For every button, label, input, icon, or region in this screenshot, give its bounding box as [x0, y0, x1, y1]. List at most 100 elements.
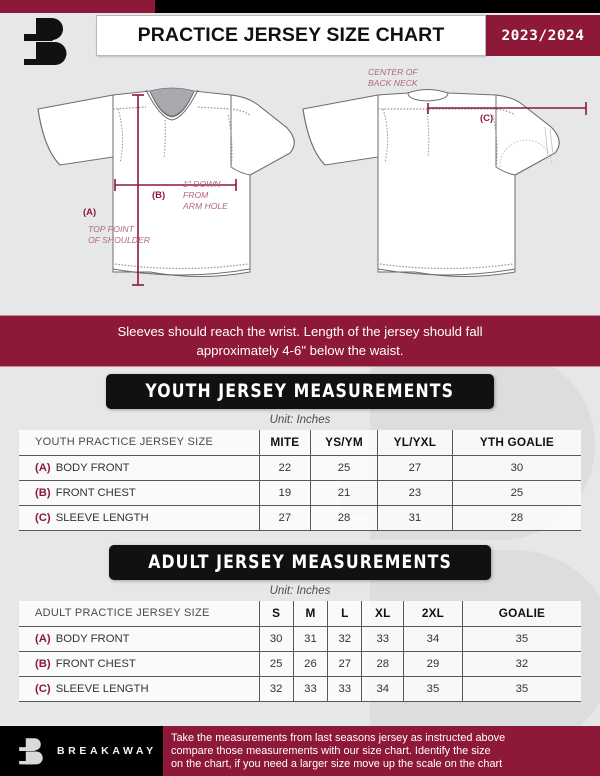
front-label-a-note-2: OF SHOULDER [88, 235, 150, 245]
adult-row-0-name: BODY FRONT [55, 632, 130, 645]
adult-row-2-label: (C) SLEEVE LENGTH [19, 675, 260, 702]
adult-cell-1-3: 28 [361, 650, 405, 676]
adult-cell-0-3: 33 [361, 625, 405, 651]
table-row: (B) FRONT CHEST 25 26 27 28 29 32 [19, 650, 581, 676]
youth-cell-2-1: 28 [310, 504, 378, 531]
adult-row-2-tag: (C) [35, 682, 51, 695]
youth-cell-0-0: 22 [259, 454, 312, 480]
youth-cell-2-3: 28 [452, 504, 581, 531]
back-measurement-lines [427, 102, 587, 115]
sleeve-note-line-1: Sleeves should reach the wrist. Length o… [117, 324, 483, 339]
adult-cell-2-3: 34 [361, 675, 405, 702]
adult-cell-2-1: 33 [293, 675, 329, 702]
adult-col-header-5: GOALIE [498, 606, 546, 621]
adult-cell-0-4: 34 [403, 625, 463, 651]
adult-cell-2-4: 35 [403, 675, 463, 702]
footer-instruction-line-3: on the chart, if you need a larger size … [171, 758, 503, 771]
adult-cell-1-0: 25 [259, 650, 294, 676]
adult-row-1-name: FRONT CHEST [55, 657, 136, 670]
adult-cell-2-0: 32 [259, 675, 294, 702]
adult-cell-1-4: 29 [403, 650, 463, 676]
front-label-b-note-1: 1" DOWN [183, 179, 221, 189]
youth-row-2-label: (C) SLEEVE LENGTH [19, 504, 260, 531]
adult-col-header-4: 2XL [403, 601, 463, 626]
youth-row-1-label: (B) FRONT CHEST [19, 479, 260, 505]
adult-cell-0-5: 35 [462, 625, 581, 651]
youth-table-header-row: YOUTH PRACTICE JERSEY SIZE MITE YS/YM YL… [19, 430, 581, 455]
table-row: (B) FRONT CHEST 19 21 23 25 [19, 479, 581, 505]
top-stripe-accent [0, 0, 155, 13]
youth-cell-1-2: 23 [377, 479, 453, 505]
table-row: (C) SLEEVE LENGTH 32 33 33 34 35 35 [19, 675, 581, 702]
youth-row-1-tag: (B) [35, 486, 51, 499]
table-row: (A) BODY FRONT 30 31 32 33 34 35 [19, 625, 581, 651]
adult-col-header-2: L [327, 601, 363, 626]
youth-row-header-label: YOUTH PRACTICE JERSEY SIZE [19, 430, 260, 455]
adult-row-header-label: ADULT PRACTICE JERSEY SIZE [19, 601, 260, 626]
youth-row-0-name: BODY FRONT [55, 461, 130, 474]
youth-col-header-0: MITE [259, 430, 312, 455]
adult-section-badge: ADULT JERSEY MEASUREMENTS [108, 545, 492, 580]
front-label-b-note-3: ARM HOLE [182, 201, 228, 211]
front-label-a-tag: (A) [83, 207, 96, 218]
back-neck-note-2: BACK NECK [368, 78, 419, 88]
youth-section-badge-label: YOUTH JERSEY MEASUREMENTS [145, 380, 455, 402]
table-row: (C) SLEEVE LENGTH 27 28 31 28 [19, 504, 581, 531]
adult-cell-0-2: 32 [327, 625, 363, 651]
adult-row-1-tag: (B) [35, 657, 51, 670]
adult-cell-0-1: 31 [293, 625, 329, 651]
front-label-b-note-2: FROM [183, 190, 209, 200]
footer-instructions: Take the measurements from last seasons … [163, 726, 600, 776]
adult-row-0-label: (A) BODY FRONT [19, 625, 260, 651]
header-title-box: PRACTICE JERSEY SIZE CHART [96, 15, 486, 56]
table-row: (A) BODY FRONT 22 25 27 30 [19, 454, 581, 480]
youth-section-badge: YOUTH JERSEY MEASUREMENTS [106, 374, 494, 409]
youth-row-0-label: (A) BODY FRONT [19, 454, 260, 480]
sleeve-note-line-2: approximately 4-6" below the waist. [196, 343, 404, 358]
youth-cell-0-1: 25 [310, 454, 378, 480]
youth-row-2-name: SLEEVE LENGTH [55, 511, 149, 524]
back-label-c-tag: (C) [480, 113, 493, 124]
adult-col-header-1: M [293, 601, 329, 626]
youth-col-header-1: YS/YM [310, 430, 378, 455]
footer-instruction-line-1: Take the measurements from last seasons … [171, 732, 506, 744]
youth-row-0-tag: (A) [35, 461, 51, 474]
breakaway-b-logo-icon [19, 738, 43, 765]
youth-cell-1-1: 21 [310, 479, 378, 505]
jersey-back-illustration [302, 89, 560, 277]
adult-row-2-name: SLEEVE LENGTH [55, 682, 149, 695]
adult-cell-1-5: 32 [462, 650, 581, 676]
adult-cell-2-2: 33 [327, 675, 363, 702]
youth-cell-1-3: 25 [452, 479, 581, 505]
back-neck-note-1: CENTER OF [368, 67, 418, 77]
youth-col-header-3: YTH GOALIE [479, 435, 554, 450]
adult-cell-1-1: 26 [293, 650, 329, 676]
page-footer: BREAKAWAY Take the measurements from las… [0, 726, 600, 776]
footer-brand-label: BREAKAWAY [57, 745, 157, 757]
page-header: PRACTICE JERSEY SIZE CHART 2023/2024 [0, 13, 600, 65]
adult-cell-2-5: 35 [462, 675, 581, 702]
adult-table-header-row: ADULT PRACTICE JERSEY SIZE S M L XL 2XL … [19, 601, 581, 626]
youth-size-table: YOUTH PRACTICE JERSEY SIZE MITE YS/YM YL… [19, 430, 581, 531]
jersey-front-illustration [37, 87, 295, 277]
front-label-b-tag: (B) [152, 190, 165, 201]
front-label-a-note-1: TOP POINT [88, 224, 135, 234]
youth-cell-0-2: 27 [377, 454, 453, 480]
adult-row-1-label: (B) FRONT CHEST [19, 650, 260, 676]
sleeve-note-banner: Sleeves should reach the wrist. Length o… [0, 315, 600, 367]
footer-instruction-line-2: compare those measurements with our size… [171, 745, 491, 758]
footer-brand-block: BREAKAWAY [0, 726, 163, 776]
front-measurement-lines [114, 94, 237, 286]
adult-cell-1-2: 27 [327, 650, 363, 676]
youth-col-header-2: YL/YXL [377, 430, 453, 455]
breakaway-b-logo-icon [24, 18, 67, 65]
youth-row-2-tag: (C) [35, 511, 51, 524]
page-title: PRACTICE JERSEY SIZE CHART [137, 24, 445, 46]
youth-cell-1-0: 19 [259, 479, 312, 505]
adult-cell-0-0: 30 [259, 625, 294, 651]
season-badge: 2023/2024 [486, 15, 600, 56]
youth-cell-2-2: 31 [377, 504, 453, 531]
youth-cell-2-0: 27 [259, 504, 312, 531]
adult-row-0-tag: (A) [35, 632, 51, 645]
jersey-diagram-panel: (B) (A) TOP POINT OF SHOULDER 1" DOWN FR… [0, 57, 600, 315]
